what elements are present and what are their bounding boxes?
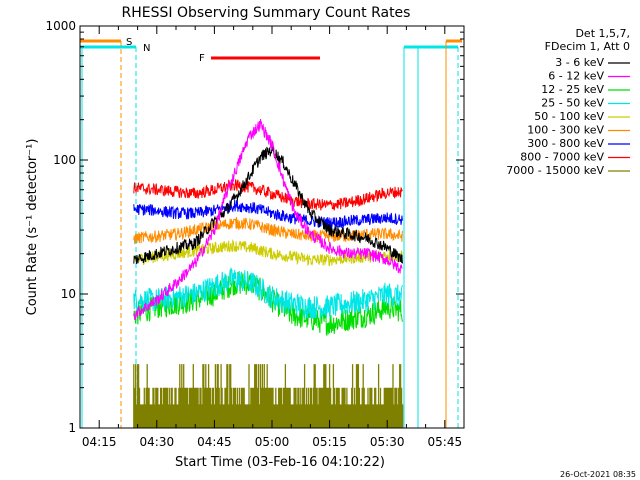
- legend-label: 12 - 25 keV: [541, 83, 604, 96]
- series-25-50kev: [133, 267, 403, 319]
- x-tick-label: 05:15: [312, 435, 347, 449]
- legend-header-line-2: FDecim 1, Att 0: [545, 40, 630, 53]
- x-tick-label: 05:45: [428, 435, 463, 449]
- y-axis-label: Count Rate (s⁻¹ detector⁻¹): [25, 139, 40, 316]
- x-tick-label: 04:45: [197, 435, 232, 449]
- series-800-7000kev: [133, 179, 403, 211]
- legend-label: 800 - 7000 keV: [520, 151, 604, 164]
- series-6-12kev: [133, 119, 403, 321]
- legend-label: 25 - 50 keV: [541, 97, 604, 110]
- x-tick-label: 04:15: [82, 435, 117, 449]
- legend-label: 300 - 800 keV: [527, 137, 604, 150]
- x-axis-label: Start Time (03-Feb-16 04:10:22): [175, 455, 385, 470]
- marker-f-label: F: [199, 53, 205, 64]
- legend-label: 50 - 100 keV: [534, 110, 604, 123]
- series-3-6kev: [133, 143, 403, 264]
- flag-markers: SN F: [126, 37, 320, 64]
- x-tick-label: 05:00: [255, 435, 290, 449]
- x-tick-label: 05:30: [370, 435, 405, 449]
- series-7000-15000-kev: [133, 364, 404, 428]
- x-axis: 04:15 04:30 04:45 05:00 05:15 05:30 05:45: [82, 26, 465, 449]
- chart-title: RHESSI Observing Summary Count Rates: [122, 5, 411, 21]
- y-tick-label: 1000: [45, 19, 76, 33]
- y-tick-label: 100: [53, 153, 76, 167]
- series-300-800kev: [133, 199, 403, 230]
- legend-label: 6 - 12 keV: [548, 70, 604, 83]
- legend-label: 3 - 6 keV: [555, 56, 604, 69]
- footer-timestamp: 26-Oct-2021 08:35: [560, 470, 636, 479]
- marker-s-label: S: [126, 37, 132, 48]
- y-axis: 1 10 100 1000: [45, 19, 464, 435]
- legend-label: 7000 - 15000 keV: [506, 164, 604, 177]
- legend-label: 100 - 300 keV: [527, 124, 604, 137]
- legend-header-line-1: Det 1,5,7,: [575, 27, 630, 40]
- x-tick-label: 04:30: [140, 435, 175, 449]
- flag-bands: [80, 39, 462, 428]
- series-50-100kev: [133, 239, 403, 267]
- y-tick-label: 1: [68, 421, 76, 435]
- marker-n-label: N: [143, 43, 150, 54]
- y-tick-label: 10: [61, 287, 76, 301]
- series-layer: [133, 119, 404, 428]
